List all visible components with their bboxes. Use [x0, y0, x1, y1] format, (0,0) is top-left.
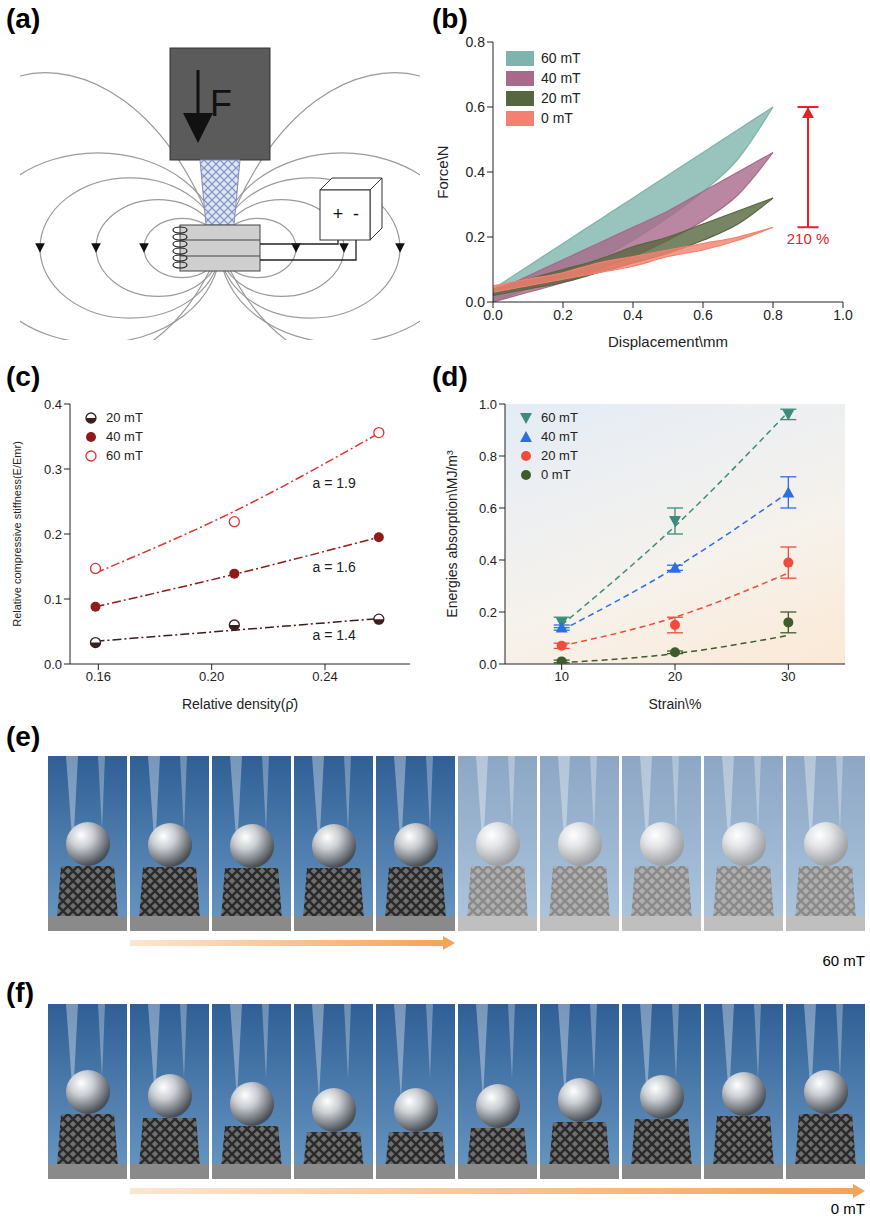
html-text:40 mT: 40 mT — [541, 70, 581, 86]
svg-text:0.6: 0.6 — [466, 99, 486, 115]
html-text:20 mT: 20 mT — [541, 90, 581, 106]
html-text:0 mT: 0 mT — [541, 110, 573, 126]
svg-text:0.4: 0.4 — [623, 307, 643, 323]
svg-text:0.2: 0.2 — [553, 307, 573, 323]
svg-text:0.8: 0.8 — [763, 307, 783, 323]
html-text:(f): (f) — [6, 977, 34, 1008]
svg-text:0.0: 0.0 — [479, 657, 497, 672]
html-text:20 mT: 20 mT — [106, 410, 143, 425]
svg-text:0.8: 0.8 — [466, 34, 486, 50]
svg-text:Relative compressive stiffness: Relative compressive stiffness(E/Emr) — [11, 441, 23, 627]
html-text:(b): (b) — [432, 3, 468, 34]
svg-text:Strain\%: Strain\% — [649, 696, 702, 712]
svg-text:0.2: 0.2 — [44, 527, 62, 542]
svg-text:1.0: 1.0 — [833, 307, 853, 323]
svg-text:F: F — [210, 83, 232, 124]
html-text:0 mT: 0 mT — [830, 1200, 865, 1217]
svg-text:10: 10 — [554, 669, 568, 684]
html-text:(e): (e) — [6, 721, 41, 752]
html-text:60 mT: 60 mT — [541, 50, 581, 66]
svg-text:0.0: 0.0 — [466, 294, 486, 310]
svg-text:0.0: 0.0 — [44, 657, 62, 672]
svg-text:30: 30 — [781, 669, 795, 684]
svg-text:a = 1.6: a = 1.6 — [313, 559, 356, 575]
svg-text:0.8: 0.8 — [479, 449, 497, 464]
svg-text:0.2: 0.2 — [466, 229, 486, 245]
html-text:(c): (c) — [6, 361, 41, 392]
svg-text:Energies absorption\MJ/m³: Energies absorption\MJ/m³ — [444, 450, 460, 618]
html-text:40 mT: 40 mT — [106, 429, 143, 444]
svg-text:0.20: 0.20 — [199, 669, 224, 684]
svg-text:20: 20 — [668, 669, 682, 684]
svg-text:Relative density(ρ̄): Relative density(ρ̄) — [182, 696, 298, 712]
svg-text:a = 1.4: a = 1.4 — [313, 627, 356, 643]
svg-text:Force\N: Force\N — [434, 145, 451, 198]
html-text:60 mT: 60 mT — [106, 448, 143, 463]
svg-text:Displacement\mm: Displacement\mm — [608, 333, 728, 350]
svg-text:0.4: 0.4 — [466, 164, 486, 180]
svg-text:0.24: 0.24 — [312, 669, 337, 684]
svg-text:a = 1.9: a = 1.9 — [313, 475, 356, 491]
svg-text:0.6: 0.6 — [479, 501, 497, 516]
svg-text:0.0: 0.0 — [483, 307, 503, 323]
html-text:0 mT: 0 mT — [541, 467, 571, 482]
svg-text:0.16: 0.16 — [86, 669, 111, 684]
html-text:60 mT: 60 mT — [822, 952, 865, 969]
svg-text:0.4: 0.4 — [44, 397, 62, 412]
svg-text:+: + — [333, 204, 344, 224]
svg-text:-: - — [353, 204, 359, 224]
svg-text:0.2: 0.2 — [479, 605, 497, 620]
svg-text:0.6: 0.6 — [693, 307, 713, 323]
html-text:40 mT: 40 mT — [541, 429, 578, 444]
html-text:(a): (a) — [6, 3, 41, 34]
svg-text:0.3: 0.3 — [44, 462, 62, 477]
svg-text:210 %: 210 % — [787, 230, 830, 247]
html-text:20 mT: 20 mT — [541, 448, 578, 463]
html-text:60 mT: 60 mT — [541, 410, 578, 425]
svg-text:0.4: 0.4 — [479, 553, 497, 568]
svg-text:1.0: 1.0 — [479, 397, 497, 412]
html-text:(d): (d) — [432, 361, 468, 392]
svg-text:0.1: 0.1 — [44, 592, 62, 607]
